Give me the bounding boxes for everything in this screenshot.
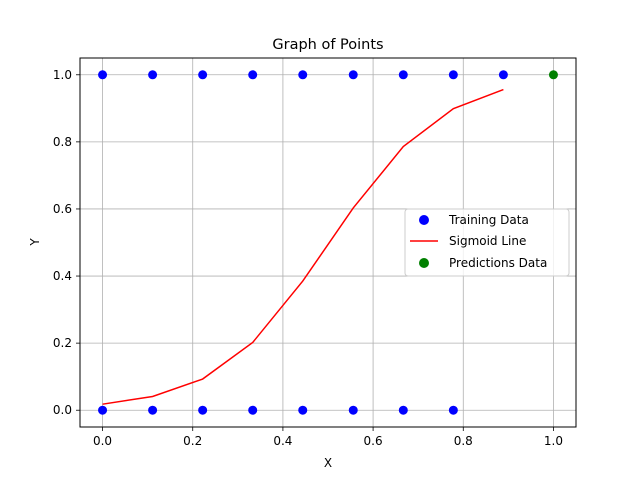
legend-box bbox=[404, 208, 570, 277]
y-tick-label: 0.4 bbox=[53, 269, 72, 283]
x-tick-label: 0.8 bbox=[454, 434, 473, 448]
legend-label-training-data: Training Data bbox=[448, 213, 529, 227]
training-data-point bbox=[98, 405, 108, 415]
x-tick-label: 0.6 bbox=[364, 434, 383, 448]
x-axis-ticks: 0.0 0.2 0.4 0.6 0.8 1.0 bbox=[93, 427, 563, 448]
training-data-point bbox=[98, 70, 108, 80]
training-data-point bbox=[348, 405, 358, 415]
legend-marker-training-data bbox=[419, 215, 429, 225]
training-data-point bbox=[448, 405, 458, 415]
training-data-point bbox=[498, 70, 508, 80]
legend: Training Data Sigmoid Line Predictions D… bbox=[404, 208, 570, 277]
legend-label-predictions-data: Predictions Data bbox=[449, 256, 547, 270]
y-tick-label: 0.2 bbox=[53, 336, 72, 350]
y-tick-label: 0.8 bbox=[53, 135, 72, 149]
predictions-data-point bbox=[548, 70, 558, 80]
legend-label-sigmoid-line: Sigmoid Line bbox=[449, 234, 526, 248]
training-data-point bbox=[298, 70, 308, 80]
training-data-point bbox=[348, 70, 358, 80]
training-data-point bbox=[148, 405, 158, 415]
x-tick-label: 0.4 bbox=[273, 434, 292, 448]
x-tick-label: 1.0 bbox=[544, 434, 563, 448]
y-tick-label: 0.6 bbox=[53, 202, 72, 216]
grid bbox=[80, 58, 576, 427]
training-data-point bbox=[248, 70, 258, 80]
y-tick-label: 0.0 bbox=[53, 403, 72, 417]
training-data-point bbox=[248, 405, 258, 415]
y-axis-ticks: 0.0 0.2 0.4 0.6 0.8 1.0 bbox=[53, 68, 80, 417]
chart-title: Graph of Points bbox=[272, 37, 383, 53]
y-axis-label: Y bbox=[28, 238, 42, 247]
y-tick-label: 1.0 bbox=[53, 68, 72, 82]
points-layer bbox=[98, 70, 558, 415]
training-data-point bbox=[198, 405, 208, 415]
plot-frame bbox=[79, 57, 577, 428]
x-axis-label: X bbox=[324, 456, 332, 470]
sigmoid-line-series-line bbox=[102, 88, 504, 405]
line-layer bbox=[102, 88, 504, 405]
training-data-point bbox=[298, 405, 308, 415]
training-data-point bbox=[148, 70, 158, 80]
x-tick-label: 0.2 bbox=[183, 434, 202, 448]
legend-marker-predictions-data bbox=[419, 258, 429, 268]
training-data-point bbox=[198, 70, 208, 80]
training-data-point bbox=[398, 405, 408, 415]
training-data-point bbox=[398, 70, 408, 80]
training-data-point bbox=[448, 70, 458, 80]
x-tick-label: 0.0 bbox=[93, 434, 112, 448]
